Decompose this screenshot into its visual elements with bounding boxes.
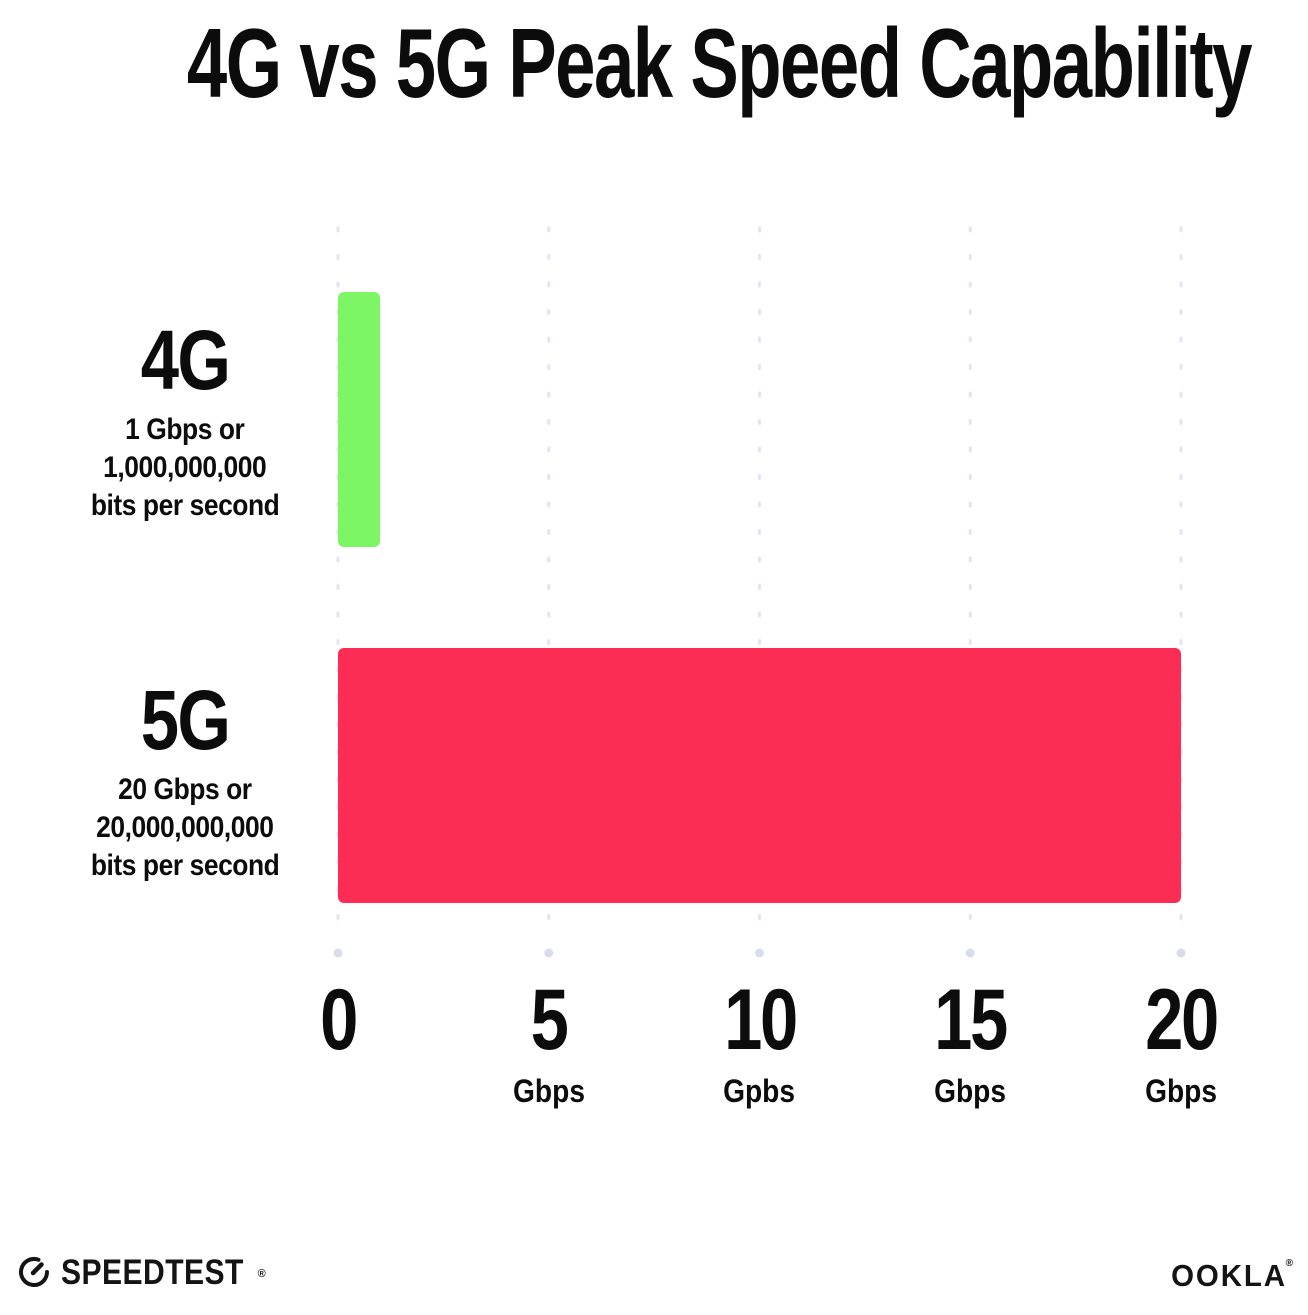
x-tick-unit: Gbps — [1145, 1073, 1217, 1109]
gridline-end-dot — [1176, 948, 1186, 958]
gridline-end-dot — [333, 948, 343, 958]
sublabel-line: bits per second — [90, 489, 280, 522]
x-tick-0: 0 — [316, 977, 361, 1107]
x-tick-number: 20 — [1145, 972, 1219, 1068]
plot-area — [333, 224, 1186, 958]
bar-5g — [338, 648, 1181, 903]
x-tick-number: 10 — [723, 972, 798, 1068]
x-tick-10: 10 Gpbs — [715, 977, 805, 1107]
x-tick-5: 5 Gbps — [508, 977, 590, 1107]
gridlines-layer — [333, 226, 1186, 958]
chart-title: 4G vs 5G Peak Speed Capability — [0, 14, 1308, 112]
sublabel-line: 20 Gbps or — [118, 773, 252, 806]
x-tick-unit — [316, 1075, 361, 1107]
category-name-4g: 4G — [140, 313, 231, 407]
bar-4g — [338, 292, 381, 547]
sublabel-line: bits per second — [90, 849, 280, 882]
chart-title-text: 4G vs 5G Peak Speed Capability — [186, 8, 1253, 118]
sublabel-line: 1 Gbps or — [125, 413, 245, 446]
footer: SPEEDTEST ® OOKLA ® — [0, 1250, 1308, 1300]
speedtest-wordmark: SPEEDTEST — [61, 1252, 244, 1292]
ookla-trademark: ® — [1285, 1258, 1293, 1269]
speedtest-trademark: ® — [257, 1268, 266, 1280]
category-name-5g: 5G — [140, 673, 231, 767]
x-tick-20: 20 Gbps — [1136, 977, 1226, 1107]
x-tick-15: 15 Gbps — [925, 977, 1015, 1107]
category-label-4g: 4G 1 Gbps or 1,000,000,000 bits per seco… — [55, 318, 315, 525]
x-tick-unit: Gpbs — [723, 1073, 796, 1109]
gridline-end-dot — [544, 948, 554, 958]
sublabel-line: 1,000,000,000 — [103, 451, 267, 484]
x-tick-unit: Gbps — [512, 1073, 585, 1109]
ookla-logo: OOKLA ® — [1165, 1258, 1294, 1293]
category-sublabel-5g: 20 Gbps or 20,000,000,000 bits per secon… — [55, 771, 315, 885]
category-sublabel-4g: 1 Gbps or 1,000,000,000 bits per second — [55, 411, 315, 525]
x-tick-number: 5 — [530, 972, 569, 1068]
x-axis: 0 5 Gbps 10 Gpbs 15 Gbps 20 Gbps — [320, 977, 1219, 1107]
sublabel-line: 20,000,000,000 — [96, 811, 274, 844]
category-label-5g: 5G 20 Gbps or 20,000,000,000 bits per se… — [55, 678, 315, 885]
ookla-wordmark: OOKLA — [1170, 1258, 1287, 1293]
gridline-end-dot — [755, 948, 764, 958]
speedtest-gauge-icon — [19, 1257, 49, 1287]
gridline-end-dot — [965, 948, 975, 958]
x-tick-number: 15 — [934, 972, 1008, 1068]
x-tick-unit: Gbps — [934, 1073, 1007, 1109]
x-tick-number: 0 — [320, 972, 358, 1068]
speedtest-logo: SPEEDTEST ® — [16, 1254, 282, 1290]
